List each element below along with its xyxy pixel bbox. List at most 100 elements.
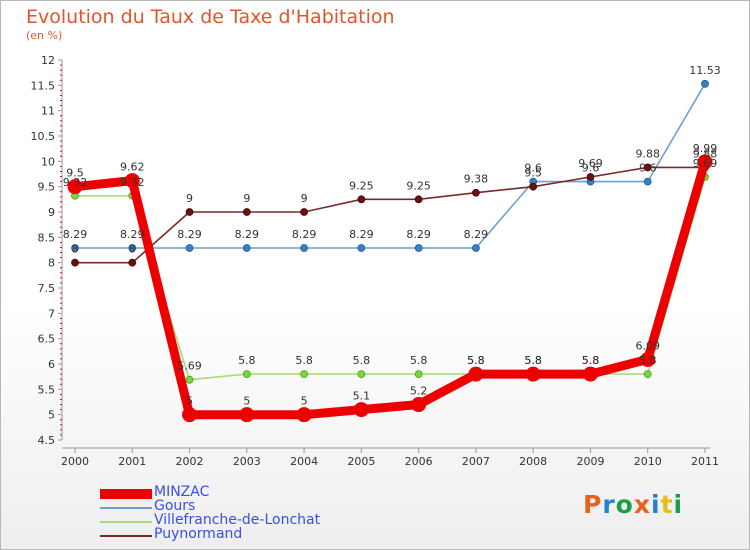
data-label: 5.1: [353, 390, 371, 403]
x-tick-label: 2003: [233, 455, 261, 468]
y-tick-label: 11.5: [31, 79, 56, 92]
series-line-puynormand: [75, 166, 705, 264]
x-tick-label: 2000: [61, 455, 89, 468]
data-point: [529, 182, 538, 191]
data-label: 8.29: [235, 228, 260, 241]
y-tick-label: 10.5: [31, 130, 56, 143]
data-label: 8.29: [63, 228, 88, 241]
y-tick-label: 5: [48, 409, 55, 422]
data-label: 8.29: [464, 228, 489, 241]
data-point: [525, 366, 541, 382]
data-label: 11.53: [689, 64, 721, 77]
data-point: [242, 370, 251, 379]
data-label: 9.88: [635, 147, 660, 160]
data-point: [414, 195, 423, 204]
proxiti-logo: Proxiti: [583, 490, 683, 519]
legend-swatch: [100, 507, 152, 509]
data-label: 5.8: [238, 354, 256, 367]
data-label: 9.99: [693, 142, 718, 155]
x-tick-label: 2002: [176, 455, 204, 468]
data-point: [640, 351, 656, 367]
y-tick-label: 5.5: [38, 383, 56, 396]
data-point: [239, 407, 255, 423]
logo-letter: P: [583, 490, 603, 519]
data-label: 5: [301, 395, 308, 408]
series-line-minzac: [74, 160, 710, 420]
logo-letter: t: [660, 490, 674, 519]
x-tick-label: 2011: [691, 455, 719, 468]
data-label: 9: [243, 192, 250, 205]
data-label: 8.29: [406, 228, 431, 241]
data-point: [296, 407, 312, 423]
data-point: [643, 163, 652, 172]
y-tick-label: 9: [48, 206, 55, 219]
data-point: [185, 375, 194, 384]
logo-letter: o: [615, 490, 634, 519]
data-label: 5.8: [639, 354, 657, 367]
data-label: 8: [72, 243, 79, 256]
data-point: [353, 402, 369, 418]
y-tick-label: 10: [41, 155, 55, 168]
data-label: 5.8: [524, 354, 542, 367]
legend-swatch: [100, 489, 152, 499]
data-point: [128, 258, 137, 267]
x-tick-label: 2007: [462, 455, 490, 468]
x-tick-label: 2009: [576, 455, 604, 468]
data-label: 6.09: [635, 339, 660, 352]
data-point: [300, 370, 308, 379]
data-label: 5.2: [410, 385, 428, 398]
data-label: 5.8: [410, 354, 428, 367]
data-label: 5.8: [467, 354, 485, 367]
logo-letter: i: [651, 490, 661, 519]
data-point: [71, 258, 79, 267]
data-label: 9: [301, 192, 308, 205]
data-label: 5.8: [582, 354, 600, 367]
data-label: 9.38: [464, 173, 489, 186]
data-label: 9.32: [120, 176, 145, 189]
legend-label: Puynormand: [154, 526, 243, 542]
legend-label: MINZAC: [154, 484, 210, 500]
data-point: [67, 179, 83, 195]
x-tick-label: 2008: [519, 455, 547, 468]
y-tick-label: 6: [48, 358, 55, 371]
x-tick-label: 2005: [347, 455, 375, 468]
y-tick-label: 7.5: [38, 282, 56, 295]
series-line-gours: [75, 83, 706, 249]
data-point: [357, 244, 366, 252]
x-tick-label: 2010: [634, 455, 662, 468]
legend-label: Gours: [154, 498, 196, 514]
data-point: [582, 366, 598, 382]
data-label: 9.88: [693, 147, 718, 160]
data-point: [182, 407, 198, 423]
data-label: 9.6: [582, 162, 600, 175]
data-label: 9.6: [639, 162, 657, 175]
data-label: 9.69: [578, 157, 603, 170]
data-point: [300, 208, 308, 216]
y-tick-label: 9.5: [38, 181, 56, 194]
y-tick-label: 8: [48, 257, 55, 270]
data-point: [472, 244, 480, 252]
data-label: 9.25: [349, 179, 374, 192]
data-point: [242, 208, 251, 216]
data-label: 9.5: [524, 167, 542, 180]
data-label: 9.32: [63, 176, 88, 189]
x-tick-label: 2001: [118, 455, 146, 468]
data-label: 5.8: [295, 354, 313, 367]
chart-title: Evolution du Taux de Taxe d'Habitation: [26, 6, 395, 28]
data-label: 9.6: [524, 162, 542, 175]
data-point: [128, 244, 137, 252]
data-point: [643, 177, 652, 186]
data-label: 9.5: [66, 167, 84, 180]
data-label: 8.29: [177, 228, 202, 241]
data-label: 5.8: [524, 354, 542, 367]
data-label: 5: [186, 395, 193, 408]
data-point: [124, 173, 140, 189]
y-tick-label: 8.5: [38, 231, 56, 244]
x-tick-label: 2004: [290, 455, 318, 468]
y-tick-label: 12: [41, 54, 55, 67]
data-label: 9: [186, 192, 193, 205]
data-label: 8.29: [349, 228, 374, 241]
legend-label: Villefranche-de-Lonchat: [154, 512, 321, 528]
y-tick-label: 7: [48, 307, 55, 320]
